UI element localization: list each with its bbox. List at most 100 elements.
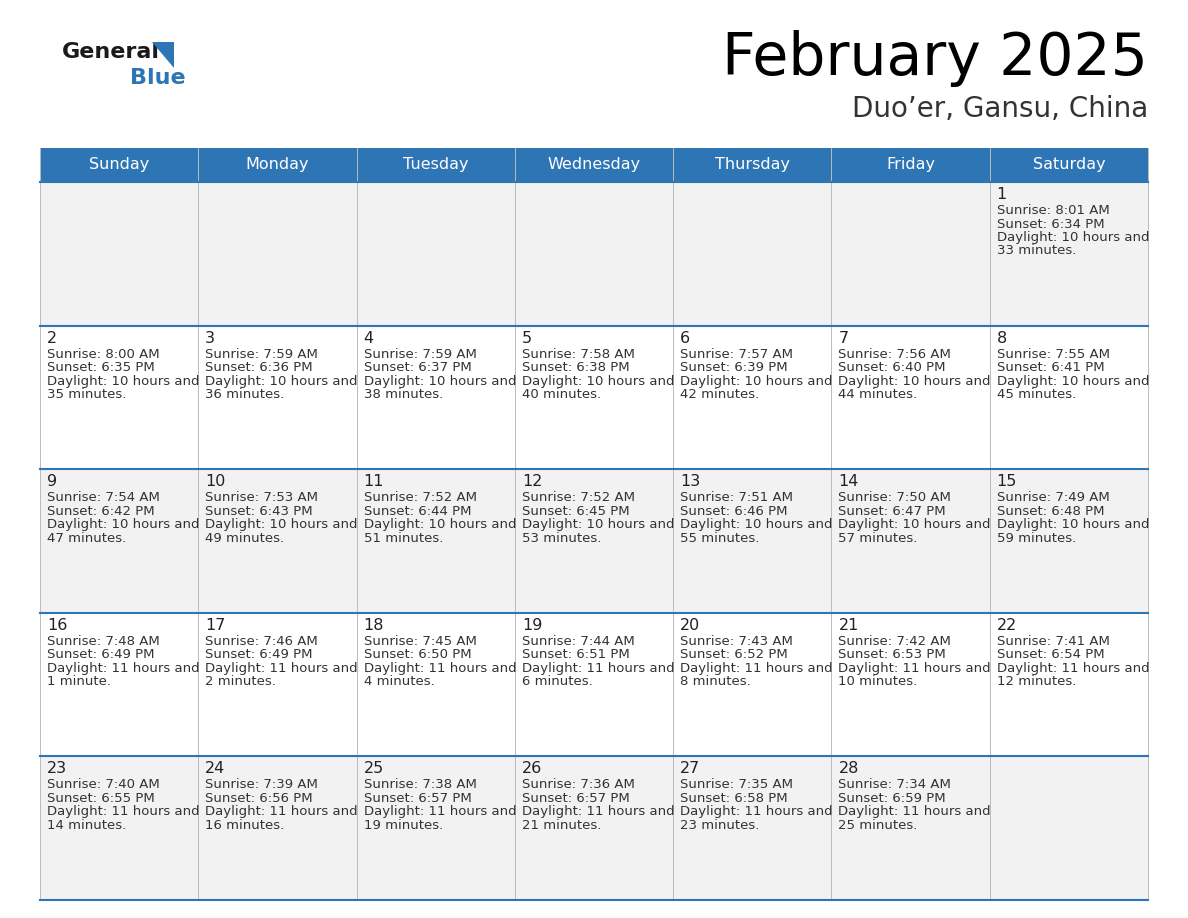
Bar: [832, 326, 990, 469]
Bar: [356, 469, 514, 613]
Text: 6: 6: [681, 330, 690, 345]
Text: Sunset: 6:34 PM: Sunset: 6:34 PM: [997, 218, 1105, 230]
Bar: [832, 182, 990, 326]
Text: 14 minutes.: 14 minutes.: [48, 819, 126, 832]
Text: 20: 20: [681, 618, 701, 633]
Bar: [990, 613, 1148, 756]
Text: Daylight: 10 hours and: Daylight: 10 hours and: [522, 518, 675, 532]
Bar: [514, 148, 674, 182]
Text: 5: 5: [522, 330, 532, 345]
Text: Sunrise: 8:01 AM: Sunrise: 8:01 AM: [997, 204, 1110, 217]
Text: Daylight: 11 hours and: Daylight: 11 hours and: [522, 662, 675, 675]
Text: Sunrise: 7:41 AM: Sunrise: 7:41 AM: [997, 635, 1110, 648]
Text: Sunset: 6:36 PM: Sunset: 6:36 PM: [206, 361, 312, 375]
Text: Tuesday: Tuesday: [403, 158, 468, 173]
Text: Sunrise: 7:39 AM: Sunrise: 7:39 AM: [206, 778, 318, 791]
Text: 8: 8: [997, 330, 1007, 345]
Text: Sunset: 6:59 PM: Sunset: 6:59 PM: [839, 792, 946, 805]
Text: 49 minutes.: 49 minutes.: [206, 532, 284, 544]
Text: Sunset: 6:57 PM: Sunset: 6:57 PM: [364, 792, 472, 805]
Text: 8 minutes.: 8 minutes.: [681, 676, 751, 688]
Bar: [356, 613, 514, 756]
Text: 25 minutes.: 25 minutes.: [839, 819, 918, 832]
Text: 3: 3: [206, 330, 215, 345]
Text: Sunrise: 7:42 AM: Sunrise: 7:42 AM: [839, 635, 952, 648]
Text: Daylight: 11 hours and: Daylight: 11 hours and: [206, 662, 358, 675]
Text: 6 minutes.: 6 minutes.: [522, 676, 593, 688]
Bar: [674, 182, 832, 326]
Text: Sunset: 6:49 PM: Sunset: 6:49 PM: [206, 648, 312, 661]
Bar: [990, 148, 1148, 182]
Text: Sunday: Sunday: [89, 158, 150, 173]
Text: Daylight: 10 hours and: Daylight: 10 hours and: [997, 375, 1149, 387]
Text: Sunset: 6:44 PM: Sunset: 6:44 PM: [364, 505, 472, 518]
Text: Sunset: 6:40 PM: Sunset: 6:40 PM: [839, 361, 946, 375]
Text: Daylight: 11 hours and: Daylight: 11 hours and: [48, 662, 200, 675]
Text: Sunset: 6:47 PM: Sunset: 6:47 PM: [839, 505, 946, 518]
Text: 4 minutes.: 4 minutes.: [364, 676, 435, 688]
Text: Daylight: 10 hours and: Daylight: 10 hours and: [997, 518, 1149, 532]
Text: Daylight: 10 hours and: Daylight: 10 hours and: [839, 375, 991, 387]
Text: 40 minutes.: 40 minutes.: [522, 388, 601, 401]
Text: Daylight: 11 hours and: Daylight: 11 hours and: [48, 805, 200, 819]
Text: 33 minutes.: 33 minutes.: [997, 244, 1076, 258]
Text: 25: 25: [364, 761, 384, 777]
Text: February 2025: February 2025: [722, 30, 1148, 87]
Text: Sunset: 6:48 PM: Sunset: 6:48 PM: [997, 505, 1104, 518]
Text: 10 minutes.: 10 minutes.: [839, 676, 917, 688]
Text: 7: 7: [839, 330, 848, 345]
Text: 28: 28: [839, 761, 859, 777]
Bar: [198, 613, 356, 756]
Bar: [198, 182, 356, 326]
Text: 36 minutes.: 36 minutes.: [206, 388, 285, 401]
Text: Sunset: 6:53 PM: Sunset: 6:53 PM: [839, 648, 946, 661]
Text: 21 minutes.: 21 minutes.: [522, 819, 601, 832]
Text: 26: 26: [522, 761, 542, 777]
Text: Sunrise: 8:00 AM: Sunrise: 8:00 AM: [48, 348, 159, 361]
Text: Daylight: 11 hours and: Daylight: 11 hours and: [681, 805, 833, 819]
Text: Sunrise: 7:57 AM: Sunrise: 7:57 AM: [681, 348, 794, 361]
Text: 21: 21: [839, 618, 859, 633]
Text: Daylight: 10 hours and: Daylight: 10 hours and: [681, 518, 833, 532]
Text: Daylight: 10 hours and: Daylight: 10 hours and: [48, 518, 200, 532]
Text: General: General: [62, 42, 160, 62]
Text: Sunrise: 7:44 AM: Sunrise: 7:44 AM: [522, 635, 634, 648]
Text: Sunset: 6:38 PM: Sunset: 6:38 PM: [522, 361, 630, 375]
Text: 23: 23: [48, 761, 68, 777]
Bar: [990, 756, 1148, 900]
Bar: [990, 326, 1148, 469]
Bar: [832, 469, 990, 613]
Bar: [832, 148, 990, 182]
Text: 4: 4: [364, 330, 374, 345]
Text: Sunrise: 7:54 AM: Sunrise: 7:54 AM: [48, 491, 160, 504]
Text: 16: 16: [48, 618, 68, 633]
Text: 19: 19: [522, 618, 542, 633]
Bar: [198, 148, 356, 182]
Bar: [514, 613, 674, 756]
Text: Sunrise: 7:53 AM: Sunrise: 7:53 AM: [206, 491, 318, 504]
Text: Daylight: 10 hours and: Daylight: 10 hours and: [206, 518, 358, 532]
Text: Sunrise: 7:38 AM: Sunrise: 7:38 AM: [364, 778, 476, 791]
Text: 42 minutes.: 42 minutes.: [681, 388, 759, 401]
Text: Sunrise: 7:45 AM: Sunrise: 7:45 AM: [364, 635, 476, 648]
Text: Daylight: 10 hours and: Daylight: 10 hours and: [839, 518, 991, 532]
Text: 35 minutes.: 35 minutes.: [48, 388, 126, 401]
Text: 10: 10: [206, 475, 226, 489]
Text: Daylight: 10 hours and: Daylight: 10 hours and: [681, 375, 833, 387]
Bar: [356, 182, 514, 326]
Text: 57 minutes.: 57 minutes.: [839, 532, 918, 544]
Polygon shape: [152, 42, 173, 68]
Text: Daylight: 11 hours and: Daylight: 11 hours and: [364, 662, 517, 675]
Text: Sunset: 6:39 PM: Sunset: 6:39 PM: [681, 361, 788, 375]
Text: 59 minutes.: 59 minutes.: [997, 532, 1076, 544]
Text: Sunrise: 7:34 AM: Sunrise: 7:34 AM: [839, 778, 952, 791]
Bar: [990, 469, 1148, 613]
Bar: [990, 182, 1148, 326]
Bar: [198, 469, 356, 613]
Text: 12: 12: [522, 475, 542, 489]
Text: 27: 27: [681, 761, 701, 777]
Text: Daylight: 10 hours and: Daylight: 10 hours and: [48, 375, 200, 387]
Text: 13: 13: [681, 475, 701, 489]
Bar: [356, 148, 514, 182]
Text: 55 minutes.: 55 minutes.: [681, 532, 759, 544]
